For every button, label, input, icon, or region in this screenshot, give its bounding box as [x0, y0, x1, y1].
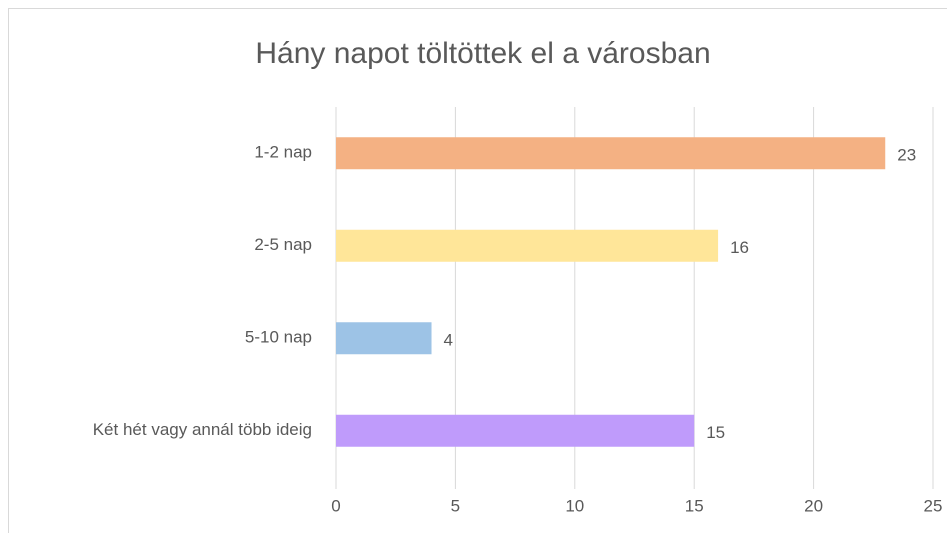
y-tick-label: Két hét vagy annál több ideig: [93, 420, 312, 439]
x-tick-label: 10: [565, 496, 584, 515]
x-tick-label: 0: [331, 496, 340, 515]
x-tick-label: 5: [451, 496, 460, 515]
bar: [336, 414, 695, 447]
data-label: 4: [444, 331, 453, 350]
data-label: 15: [706, 423, 725, 442]
y-tick-label: 2-5 nap: [254, 235, 312, 254]
bar: [336, 137, 886, 170]
data-label: 23: [897, 146, 916, 165]
chart-title: Hány napot töltöttek el a városban: [255, 37, 710, 70]
y-tick-label: 5-10 nap: [245, 328, 312, 347]
bar: [336, 229, 719, 262]
x-tick-label: 15: [685, 496, 704, 515]
x-tick-label: 25: [924, 496, 943, 515]
data-label: 16: [730, 238, 749, 257]
x-tick-label: 20: [804, 496, 823, 515]
chart-frame: [8, 8, 947, 533]
bar: [336, 322, 432, 355]
y-tick-label: 1-2 nap: [254, 143, 312, 162]
